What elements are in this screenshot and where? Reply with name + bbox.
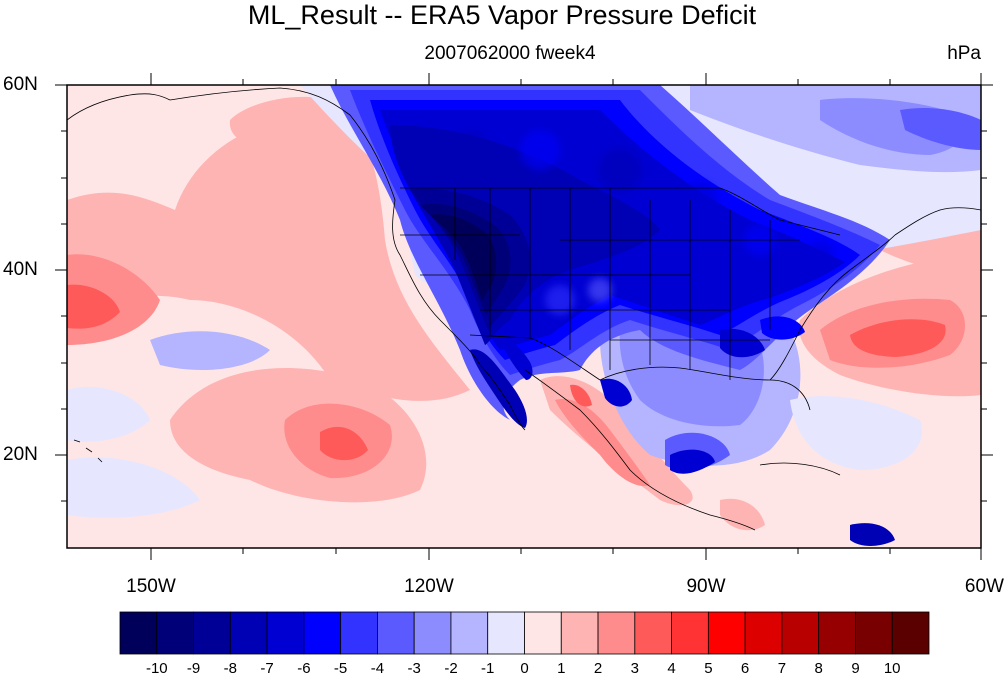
colorbar-label: -5 [333,660,348,677]
colorbar-box [340,611,378,655]
colorbar-label: 6 [740,660,750,677]
colorbar-box [193,611,231,655]
colorbar-box [855,611,893,655]
lon-label-150w: 150W [126,576,176,597]
lon-label-90w: 90W [686,576,726,597]
page-title: ML_Result -- ERA5 Vapor Pressure Deficit [247,0,757,30]
colorbar-label: 5 [704,660,713,677]
colorbar-label: 2 [593,660,603,677]
colorbar-box [119,611,158,655]
coastlines-borders [67,87,981,531]
colorbar-box [634,611,672,655]
colorbar-box [377,611,415,655]
colorbar-box [560,611,599,655]
colorbar-box [597,611,636,655]
colorbar-box [266,611,305,655]
colorbar-label: 1 [557,660,566,677]
forecast-subtitle: 2007062000 fweek4 [424,43,596,64]
colorbar-box [524,611,562,655]
colorbar-label: -9 [186,660,201,677]
colorbar-label: 10 [883,660,901,677]
units-label: hPa [947,43,981,64]
colorbar-box [413,611,452,655]
lat-label-60n: 60N [3,74,38,95]
colorbar-label: 9 [851,660,860,677]
north-america-negative-anomaly [330,85,890,428]
lat-label-20n: 20N [3,444,38,465]
colorbar-box [303,611,342,655]
colorbar-label: 4 [667,660,676,677]
vpd-field [67,85,981,548]
colorbar-label: 8 [814,660,823,677]
colorbar-label: 0 [520,660,529,677]
colorbar-box [744,611,783,655]
colorbar-label: 3 [630,660,639,677]
axis-ticks [55,73,993,560]
colorbar-box [450,611,489,655]
colorbar-label: -7 [260,660,274,677]
colorbar-box [156,611,194,655]
lat-label-40n: 40N [3,259,38,280]
colorbar-box [891,611,930,655]
colorbar-label: -10 [145,660,168,677]
lon-label-60w: 60W [964,576,1004,597]
colorbar-label: 7 [777,660,787,677]
lon-label-120w: 120W [404,576,454,597]
colorbar-box [818,611,856,655]
pacific-positive-anomaly [67,96,470,503]
colorbar-label: -2 [444,660,458,677]
colorbar-label: -1 [481,660,495,677]
colorbar-label: -3 [407,660,421,677]
colorbar-label: -4 [370,660,385,677]
colorbar-box [487,611,525,655]
colorbar-box [781,611,820,655]
colorbar-box [671,611,709,655]
colorbar-box [707,611,746,655]
colorbar-label: -8 [223,660,237,677]
colorbar-box [229,611,268,655]
colorbar-label: -6 [297,660,311,677]
